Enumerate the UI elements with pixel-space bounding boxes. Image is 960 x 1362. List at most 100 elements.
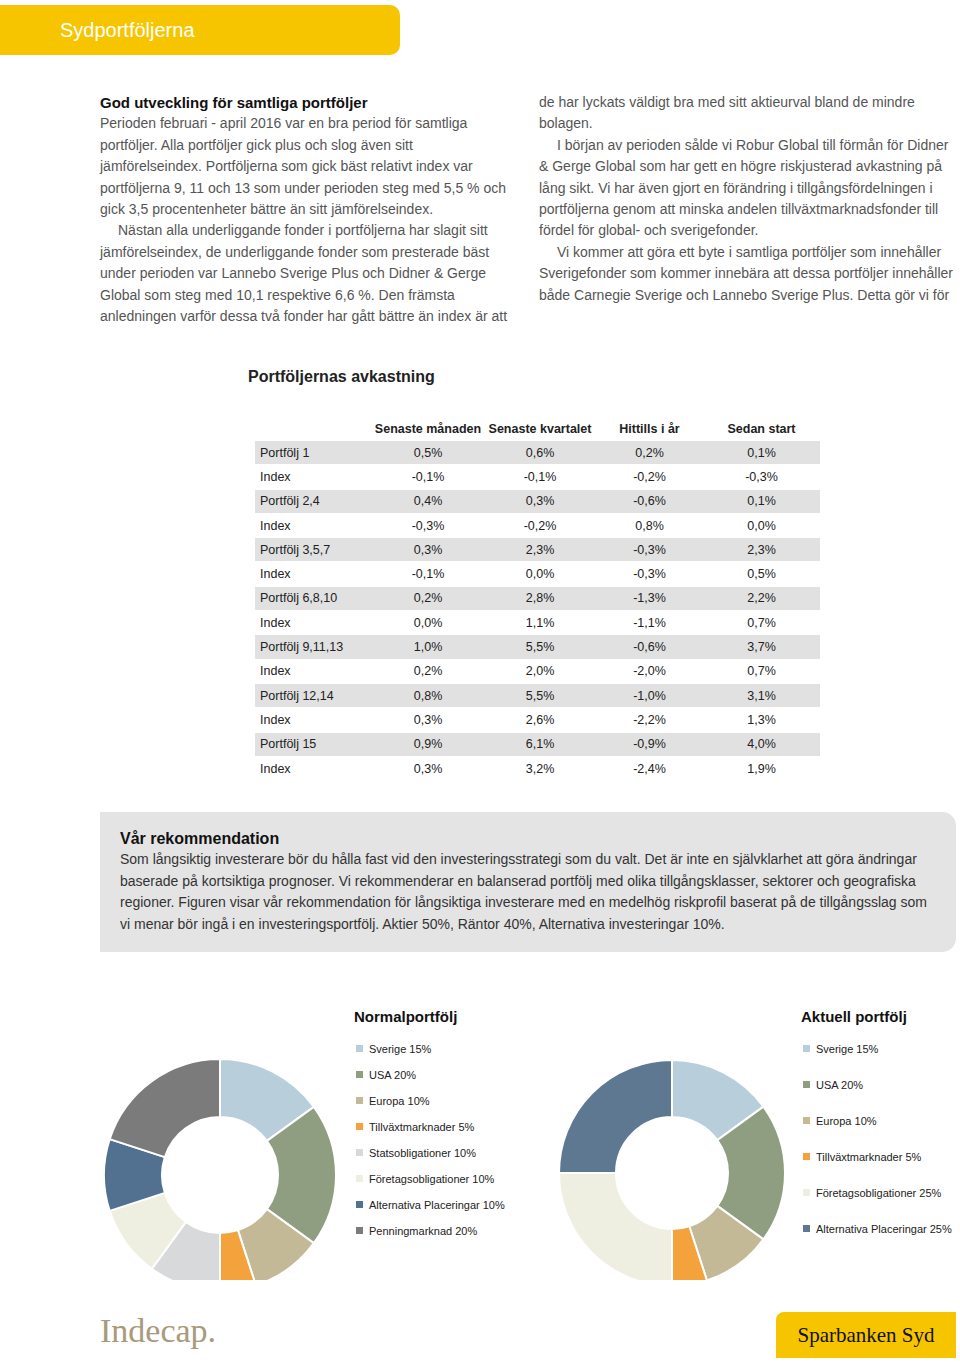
html-text:-0,1%: -0,1%	[523, 469, 557, 484]
html-text:-0,1%: -0,1%	[411, 567, 445, 582]
svg-text:Europa 10%: Europa 10%	[369, 1095, 430, 1107]
html-text:Vår rekommendation: Vår rekommendation	[120, 830, 280, 847]
html-text:2,8%: 2,8%	[525, 591, 555, 606]
html-text:0,3%: 0,3%	[413, 542, 443, 557]
html-text:Sydportföljerna: Sydportföljerna	[60, 19, 195, 41]
html-text:0,2%: 0,2%	[413, 664, 443, 679]
svg-text:Penningmarknad 20%: Penningmarknad 20%	[369, 1225, 477, 1237]
html-text:Sedan start: Sedan start	[727, 422, 796, 436]
html-text:Portfölj 15: Portfölj 15	[260, 737, 317, 752]
html-text:0,9%: 0,9%	[413, 737, 443, 752]
html-text:0,0%: 0,0%	[525, 567, 555, 582]
html-text:5,5%: 5,5%	[525, 640, 555, 654]
html-text:-2,4%: -2,4%	[633, 761, 666, 776]
html-text:-1,3%: -1,3%	[633, 591, 666, 606]
svg-text:USA 20%: USA 20%	[816, 1079, 863, 1091]
svg-text:Sverige 15%: Sverige 15%	[816, 1043, 879, 1055]
svg-text:Statsobligationer 10%: Statsobligationer 10%	[369, 1147, 476, 1159]
svg-text:Aktuell portfölj: Aktuell portfölj	[801, 1008, 907, 1025]
html-text:-1,1%: -1,1%	[633, 615, 666, 630]
html-text:3,2%: 3,2%	[525, 761, 555, 776]
html-text:Portfölj 12,14: Portfölj 12,14	[260, 688, 334, 703]
html-text:0,3%: 0,3%	[413, 712, 443, 727]
html-text:0,6%: 0,6%	[525, 445, 555, 460]
html-text:Portfölj 6,8,10: Portfölj 6,8,10	[260, 591, 338, 606]
html-text:-0,3%: -0,3%	[633, 542, 666, 557]
html-text:Index: Index	[260, 761, 291, 776]
html-text:2,3%: 2,3%	[747, 542, 776, 557]
html-text:2,0%: 2,0%	[525, 664, 555, 679]
html-text:-0,3%: -0,3%	[745, 469, 778, 484]
html-text:0,1%: 0,1%	[747, 494, 776, 509]
html-text:-2,0%: -2,0%	[633, 664, 666, 679]
html-text:0,2%: 0,2%	[413, 591, 443, 606]
html-text:Index: Index	[260, 664, 291, 679]
html-text:-0,3%: -0,3%	[411, 518, 445, 533]
svg-text:Företagsobligationer 10%: Företagsobligationer 10%	[369, 1173, 495, 1185]
html-text:Portfölj 9,11,13: Portfölj 9,11,13	[260, 640, 344, 654]
html-text:2,3%: 2,3%	[525, 542, 555, 557]
html-text:Portfölj 1: Portfölj 1	[260, 445, 310, 460]
html-text:0,8%: 0,8%	[413, 688, 443, 703]
html-text:-0,9%: -0,9%	[633, 737, 666, 752]
html-text:0,4%: 0,4%	[413, 494, 443, 509]
svg-text:Alternativa Placeringar 25%: Alternativa Placeringar 25%	[816, 1223, 952, 1235]
html-text:3,1%: 3,1%	[747, 688, 776, 703]
html-text:0,5%: 0,5%	[747, 567, 776, 582]
html-text:Perioden februari - april 2016: Perioden februari - april 2016 var en br…	[100, 115, 506, 217]
html-text:1,9%: 1,9%	[747, 761, 776, 776]
html-text:-1,0%: -1,0%	[633, 688, 666, 703]
html-text:Index: Index	[260, 469, 291, 484]
html-text:Portfölj 3,5,7: Portfölj 3,5,7	[260, 542, 331, 557]
html-text:Nästan alla underliggande fond: Nästan alla underliggande fonder i portf…	[100, 94, 915, 325]
html-text:Hittills i år: Hittills i år	[619, 422, 680, 436]
svg-text:USA 20%: USA 20%	[369, 1069, 416, 1081]
html-text:0,0%: 0,0%	[747, 518, 776, 533]
html-text:0,8%: 0,8%	[635, 518, 664, 533]
html-text:-0,2%: -0,2%	[523, 518, 557, 533]
html-text:1,3%: 1,3%	[747, 712, 776, 727]
html-text:Sparbanken Syd: Sparbanken Syd	[797, 1323, 935, 1347]
svg-text:Sverige 15%: Sverige 15%	[369, 1043, 432, 1055]
html-text:0,7%: 0,7%	[747, 664, 776, 679]
html-text:3,7%: 3,7%	[747, 640, 776, 654]
svg-text:Företagsobligationer 25%: Företagsobligationer 25%	[816, 1187, 942, 1199]
html-text:4,0%: 4,0%	[747, 737, 776, 752]
svg-text:Europa 10%: Europa 10%	[816, 1115, 877, 1127]
html-text:0,0%: 0,0%	[413, 615, 443, 630]
html-text:2,2%: 2,2%	[747, 591, 776, 606]
html-text:-2,2%: -2,2%	[633, 712, 666, 727]
html-text:-0,1%: -0,1%	[411, 469, 445, 484]
svg-text:Normalportfölj: Normalportfölj	[354, 1008, 457, 1025]
html-text:0,5%: 0,5%	[413, 445, 443, 460]
html-text:Index: Index	[260, 518, 291, 533]
html-text:-0,6%: -0,6%	[633, 640, 666, 654]
html-text:I början av perioden sålde vi: I början av perioden sålde vi Robur Glob…	[539, 136, 949, 239]
html-text:Senaste kvartalet: Senaste kvartalet	[488, 422, 592, 436]
svg-text:Tillväxtmarknader 5%: Tillväxtmarknader 5%	[816, 1151, 922, 1163]
html-text:2,6%: 2,6%	[525, 712, 555, 727]
html-text:0,1%: 0,1%	[747, 445, 776, 460]
svg-text:Tillväxtmarknader 5%: Tillväxtmarknader 5%	[369, 1121, 475, 1133]
html-text:-0,6%: -0,6%	[633, 494, 666, 509]
html-text:0,2%: 0,2%	[635, 445, 664, 460]
html-text:-0,2%: -0,2%	[633, 469, 666, 484]
html-text:1,0%: 1,0%	[413, 640, 443, 654]
html-text:0,7%: 0,7%	[747, 615, 776, 630]
html-text:Indecap.: Indecap.	[100, 1312, 217, 1349]
html-text:Portföljernas avkastning: Portföljernas avkastning	[248, 368, 435, 385]
html-text:Som långsiktig investerare bör: Som långsiktig investerare bör du hålla …	[120, 851, 927, 932]
html-text:-0,3%: -0,3%	[633, 567, 666, 582]
html-text:Portfölj 2,4: Portfölj 2,4	[260, 494, 320, 509]
html-text:6,1%: 6,1%	[525, 737, 555, 752]
html-text:5,5%: 5,5%	[525, 688, 555, 703]
html-text:God utveckling för samtliga po: God utveckling för samtliga portföljer	[100, 94, 368, 111]
html-text:Index: Index	[260, 615, 291, 630]
html-text:Senaste månaden: Senaste månaden	[374, 422, 482, 436]
svg-text:Alternativa Placeringar 10%: Alternativa Placeringar 10%	[369, 1199, 505, 1211]
html-text:1,1%: 1,1%	[525, 615, 555, 630]
html-text:Index: Index	[260, 567, 291, 582]
html-text:0,3%: 0,3%	[525, 494, 555, 509]
html-text:0,3%: 0,3%	[413, 761, 443, 776]
html-text:Index: Index	[260, 712, 291, 727]
